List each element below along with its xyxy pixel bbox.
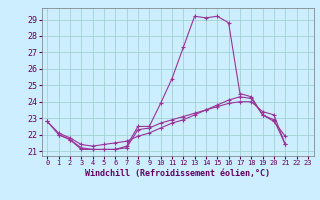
X-axis label: Windchill (Refroidissement éolien,°C): Windchill (Refroidissement éolien,°C) (85, 169, 270, 178)
